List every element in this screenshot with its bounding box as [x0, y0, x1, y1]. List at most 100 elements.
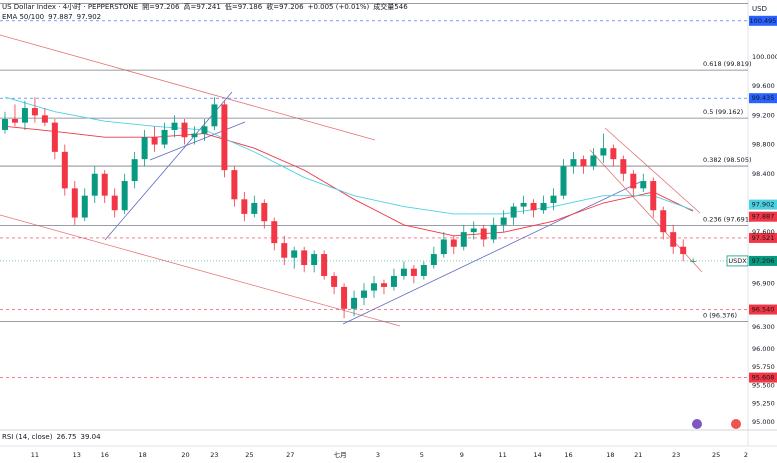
candle-body — [550, 195, 557, 203]
symbol-label: USDX — [728, 257, 747, 265]
candle-body — [21, 108, 28, 123]
header-text: 低= — [225, 2, 238, 11]
candle-body — [371, 283, 377, 291]
x-tick-label: 5 — [420, 451, 424, 459]
x-tick-label: 18 — [138, 451, 146, 459]
candle-body — [670, 232, 677, 247]
candle-body — [241, 199, 248, 214]
candle-body — [331, 275, 338, 287]
trend-line — [149, 121, 246, 161]
current-price-box — [749, 255, 777, 266]
price-label: 97.521 — [752, 234, 775, 242]
fib-label: 0 (96.376) — [703, 312, 737, 320]
candle-body — [31, 108, 38, 116]
header-text: 39.04 — [81, 433, 102, 441]
symbol-box — [726, 255, 749, 267]
candle-body — [450, 239, 457, 247]
x-tick-label: 23 — [210, 451, 218, 459]
currency: USD — [752, 5, 767, 13]
candle-body — [650, 181, 657, 211]
x-tick-label: 21 — [634, 451, 642, 459]
candle-body — [81, 195, 88, 218]
header-text: US Dollar Index · 4小时 · PEPPERSTONE — [2, 2, 138, 11]
candle-body — [41, 115, 48, 123]
y-tick-label: 96.000 — [752, 345, 775, 353]
price-label-box — [749, 372, 777, 383]
candle-body — [181, 122, 188, 138]
y-tick-label: 99.600 — [752, 82, 775, 90]
x-tick-label: 16 — [101, 451, 109, 459]
current-price-label: 97.206 — [752, 257, 775, 265]
header-text: 開= — [142, 3, 155, 11]
candle-body — [211, 104, 218, 127]
x-tick-label: 13 — [73, 451, 81, 459]
candle-body — [560, 166, 567, 196]
candle-body — [380, 283, 387, 287]
price-label: 95.608 — [752, 374, 775, 382]
candle-body — [341, 286, 348, 309]
header-text: 97.887 — [48, 13, 73, 21]
candle-body — [510, 206, 517, 218]
x-tick-label: 23 — [672, 451, 680, 459]
candle-body — [111, 195, 118, 211]
candle-body — [390, 275, 397, 287]
header-text: 高= — [183, 2, 196, 11]
candle-body — [101, 173, 108, 196]
candle-body — [690, 260, 697, 262]
candle-body — [61, 151, 68, 189]
candle-body — [680, 246, 687, 255]
candle-body — [620, 159, 627, 174]
candle-body — [600, 148, 607, 156]
candle-body — [11, 118, 18, 123]
fib-label: 0.618 (99.819) — [703, 60, 752, 68]
candle-body — [231, 170, 238, 200]
candle-body — [490, 224, 497, 240]
candle-body — [321, 254, 328, 276]
candle-body — [261, 202, 268, 222]
candle-body — [251, 202, 258, 214]
header-text: 收= — [266, 2, 279, 11]
candle-body — [291, 250, 298, 258]
header-text: 97.206 — [279, 3, 304, 11]
x-tick-label: 25 — [712, 451, 720, 459]
candle-body — [480, 228, 487, 240]
price-label: 99.435 — [752, 94, 775, 102]
ema-label-box — [749, 199, 777, 210]
event-icon[interactable] — [692, 419, 702, 429]
y-tick-label: 100.000 — [752, 53, 777, 61]
y-tick-label: 98.800 — [752, 141, 775, 149]
x-tick-label: 14 — [533, 451, 541, 459]
candle-body — [271, 221, 278, 244]
candle-body — [161, 129, 168, 145]
candle-body — [640, 181, 647, 189]
x-tick-label: 3 — [376, 451, 380, 459]
candle-body — [420, 265, 427, 276]
y-tick-label: 98.400 — [752, 170, 775, 178]
candle-body — [590, 155, 597, 167]
candle-body — [410, 268, 417, 276]
x-tick-label: 2 — [744, 451, 748, 459]
candle-body — [460, 232, 467, 247]
ema-label: 97.887 — [752, 213, 775, 221]
ema-line — [4, 96, 694, 215]
candle-body — [151, 137, 158, 145]
price-label-box — [749, 93, 777, 104]
candle-body — [311, 254, 318, 266]
header-text: 97.902 — [77, 13, 102, 21]
y-tick-label: 99.200 — [752, 111, 775, 119]
trend-line — [0, 34, 376, 141]
x-tick-label: 七月 — [334, 450, 347, 459]
candle-body — [191, 133, 198, 138]
header-text: EMA 50/100 — [2, 13, 44, 21]
candle-body — [301, 250, 308, 266]
y-tick-label: 95.750 — [752, 363, 775, 371]
candle-body — [580, 159, 587, 167]
candle-body — [71, 188, 78, 218]
header-text: 成交量 — [373, 2, 394, 11]
x-tick-label: 20 — [181, 451, 189, 459]
candle-body — [1, 118, 8, 130]
price-label-box — [749, 15, 777, 26]
event-icon[interactable] — [731, 419, 741, 429]
